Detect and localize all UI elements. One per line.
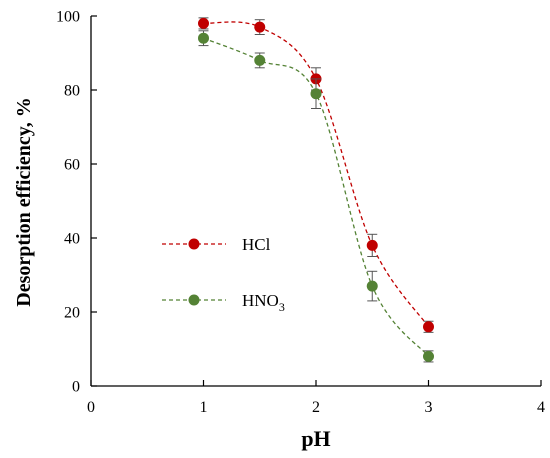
series-hno3: [198, 30, 434, 363]
plot-area: [198, 17, 434, 363]
x-axis-title: pH: [301, 426, 330, 451]
x-tick-label: 4: [537, 399, 545, 416]
data-point: [254, 54, 266, 66]
y-tick-label: 40: [64, 231, 80, 248]
y-tick-label: 20: [64, 305, 80, 322]
legend: HCl HNO3: [162, 235, 285, 314]
data-point: [310, 88, 322, 100]
x-tick-label: 1: [200, 399, 208, 416]
axes: 0 20 40 60 80 100 0 1 2 3 4: [56, 9, 545, 417]
legend-item-hcl: HCl: [162, 235, 271, 254]
data-point: [198, 32, 209, 44]
data-point: [423, 321, 434, 333]
x-tick-label: 2: [312, 399, 320, 416]
legend-label: HNO3: [242, 291, 285, 314]
y-tick-label: 100: [56, 9, 80, 26]
legend-item-hno3: HNO3: [162, 291, 285, 314]
x-tick-label: 3: [425, 399, 433, 416]
y-tick-label: 60: [64, 157, 80, 174]
x-tick-label: 0: [87, 399, 95, 416]
y-axis-title: Desorption efficiency, %: [13, 97, 35, 306]
legend-label: HCl: [242, 235, 271, 254]
y-tick-label: 80: [64, 83, 80, 100]
data-point: [366, 239, 378, 251]
legend-marker: [188, 294, 200, 306]
y-tick-label: 0: [72, 379, 80, 396]
series-hcl: [198, 17, 434, 333]
legend-marker: [188, 238, 200, 250]
data-point: [254, 21, 266, 33]
data-point: [198, 17, 209, 29]
data-point: [366, 280, 378, 292]
data-point: [423, 350, 434, 362]
